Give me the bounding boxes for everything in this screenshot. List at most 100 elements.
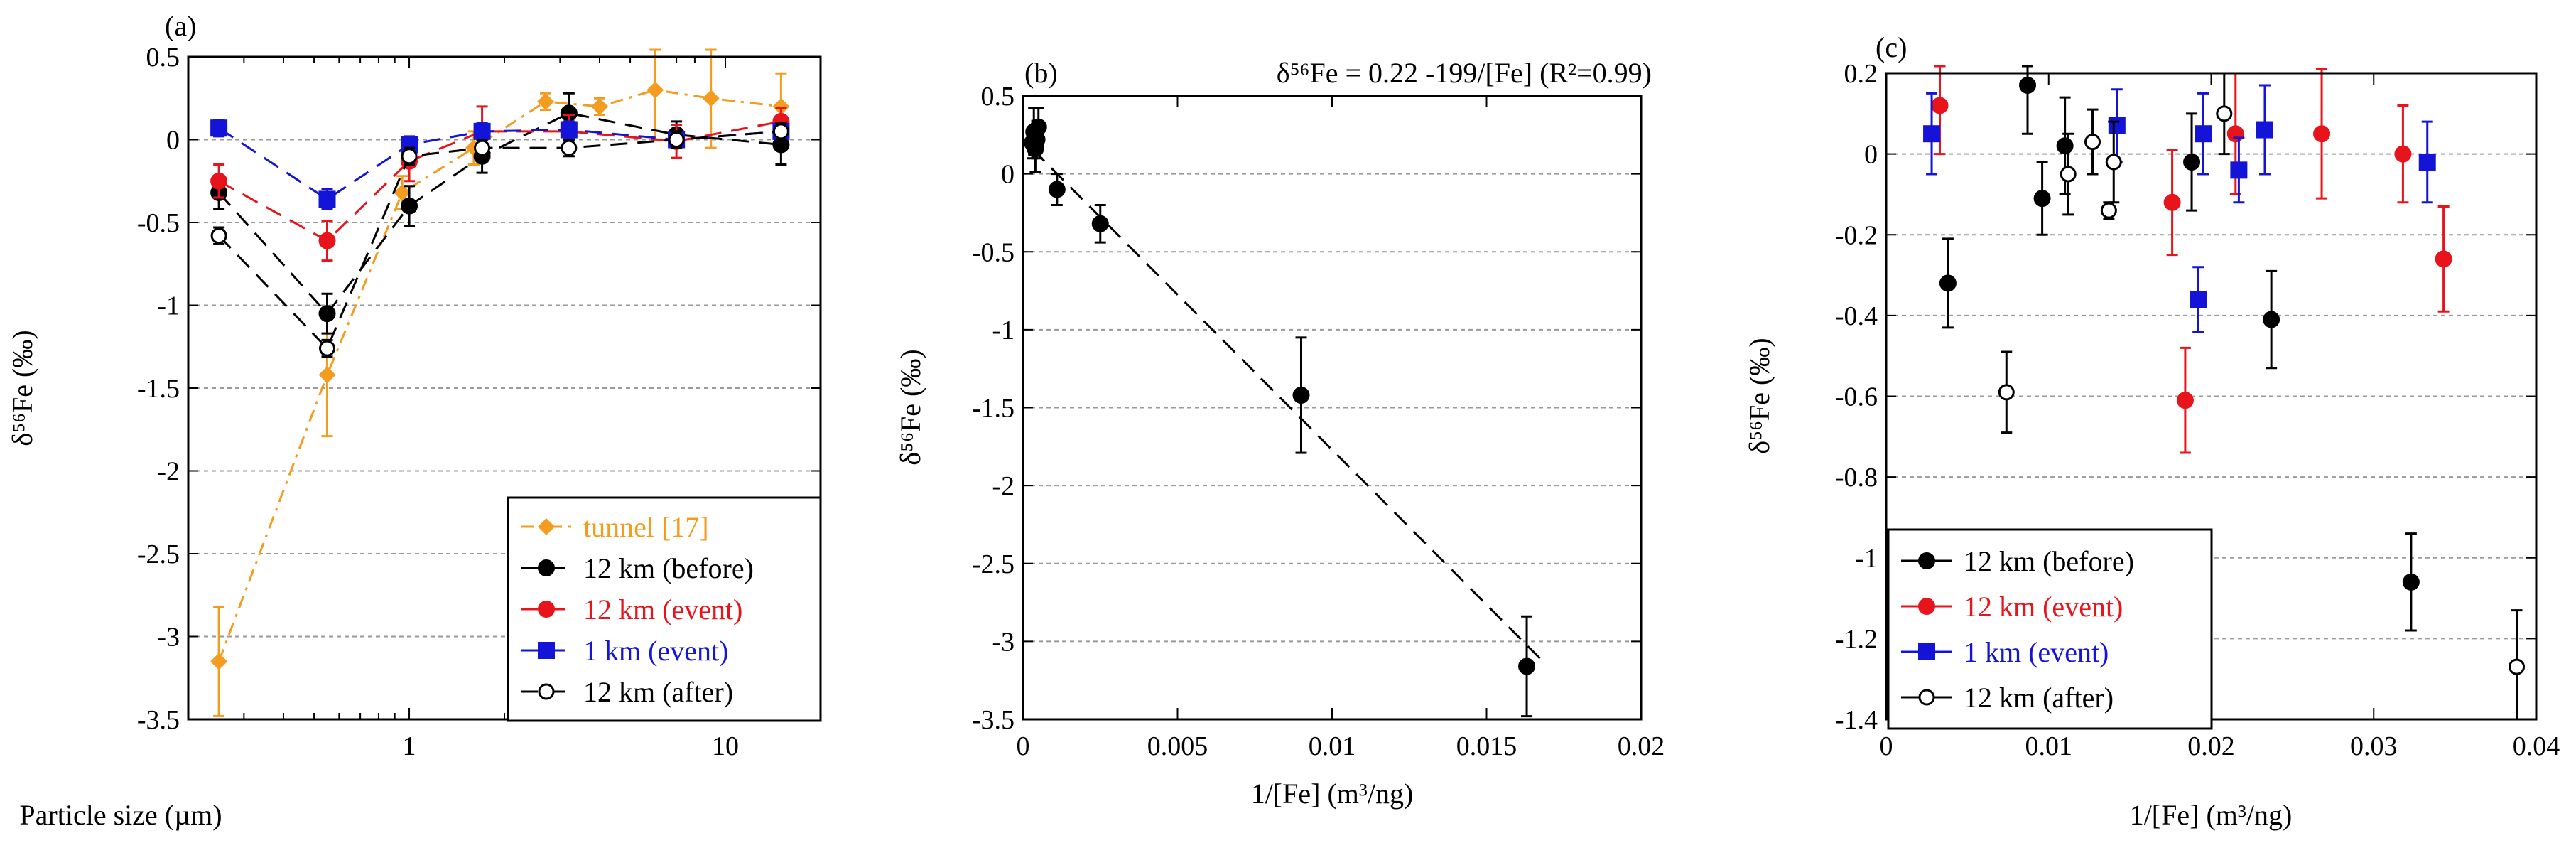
data-point <box>668 131 685 148</box>
legend-entry: 1 km (event) <box>1964 636 2109 668</box>
y-tick-label: -1 <box>157 291 180 321</box>
x-tick-label: 10 <box>712 731 739 761</box>
data-point <box>210 653 228 670</box>
data-point <box>2263 311 2280 328</box>
data-point <box>2108 117 2126 134</box>
legend-marker <box>538 559 555 576</box>
data-point <box>1292 386 1310 404</box>
y-tick-label: -1 <box>992 316 1014 345</box>
y-tick-label: -1.4 <box>1835 705 1878 735</box>
y-axis-label: δ⁵⁶Fe (‰) <box>6 330 38 446</box>
legend-marker <box>538 683 555 700</box>
y-tick-label: 0 <box>166 126 180 156</box>
panel-label: (b) <box>1024 57 1058 89</box>
data-point <box>2435 250 2452 268</box>
data-point <box>1048 181 1066 198</box>
data-point <box>2216 105 2233 122</box>
legend-marker <box>1918 598 1935 615</box>
series-12-km-after- <box>210 122 789 358</box>
data-point <box>1931 97 1949 114</box>
data-point <box>318 232 336 249</box>
legend: tunnel [17] 12 km (before) 12 km (event) 1 … <box>507 496 822 722</box>
data-point <box>590 97 608 115</box>
y-tick-label: -3 <box>992 627 1014 657</box>
data-point <box>1091 215 1109 232</box>
data-point <box>318 366 336 384</box>
data-point <box>2509 658 2526 675</box>
data-point <box>2163 193 2181 211</box>
plot-frame <box>187 55 822 721</box>
series-12-km-after- <box>1998 72 2526 721</box>
data-point <box>474 139 491 156</box>
data-point <box>318 305 336 323</box>
y-tick-label: -0.6 <box>1835 382 1878 412</box>
data-point <box>401 197 418 215</box>
panel-label: (a) <box>165 10 196 42</box>
series-12-km-event- <box>1931 65 2452 454</box>
data-point <box>2256 121 2273 139</box>
series-data <box>1024 107 1536 718</box>
data-point <box>646 81 664 99</box>
legend-entry: 12 km (after) <box>1964 682 2114 714</box>
y-tick-label: -0.2 <box>1835 220 1878 250</box>
y-tick-label: -3 <box>157 623 180 653</box>
data-point <box>210 119 228 137</box>
y-tick-label: -2 <box>157 457 180 487</box>
x-tick-label: 0 <box>1880 731 1893 761</box>
x-tick-label: 0.015 <box>1456 731 1517 761</box>
legend-marker <box>1918 643 1935 660</box>
x-tick-label: 0.01 <box>2025 731 2073 761</box>
y-tick-label: -1.2 <box>1835 624 1878 654</box>
x-tick-label: 0.02 <box>1618 731 1665 761</box>
y-tick-label: -0.4 <box>1835 301 1878 331</box>
x-tick-label: 0.04 <box>2513 731 2560 761</box>
y-tick-label: -2.5 <box>137 539 180 569</box>
x-tick-label: 0.02 <box>2187 731 2235 761</box>
y-axis-label: δ⁵⁶Fe (‰) <box>1743 338 1775 453</box>
panel-label: (c) <box>1876 31 1907 63</box>
data-point <box>2033 190 2051 208</box>
data-point <box>1939 274 1957 292</box>
data-point <box>1029 118 1047 136</box>
legend-marker <box>538 518 555 535</box>
y-tick-label: -3.5 <box>137 705 180 735</box>
data-point <box>2056 137 2074 155</box>
series-12-km-event- <box>210 105 790 262</box>
data-point <box>210 227 227 245</box>
data-point <box>2105 154 2122 171</box>
x-axis-label: Particle size (µm) <box>19 799 222 831</box>
y-tick-label: -2 <box>992 471 1014 501</box>
data-point <box>2195 125 2212 143</box>
legend-marker <box>1918 552 1935 569</box>
data-point <box>2226 125 2244 143</box>
data-point <box>2183 153 2201 171</box>
legend-entry: 12 km (before) <box>1964 545 2134 577</box>
data-point <box>702 90 720 107</box>
data-point <box>772 123 789 140</box>
y-axis-label: δ⁵⁶Fe (‰) <box>894 349 926 465</box>
data-point <box>1923 125 1941 143</box>
data-point <box>536 92 554 110</box>
data-point <box>2418 153 2436 171</box>
y-tick-label: 0.5 <box>146 43 180 73</box>
legend-entry: tunnel [17] <box>583 511 709 543</box>
x-tick-label: 0.03 <box>2350 731 2398 761</box>
plot-frame <box>1022 95 1643 721</box>
data-point <box>318 190 336 208</box>
legend-marker <box>538 601 555 618</box>
legend-entry: 1 km (event) <box>583 635 728 667</box>
x-tick-label: 0.005 <box>1147 731 1208 761</box>
data-point <box>2176 392 2194 409</box>
legend-marker <box>538 642 555 659</box>
data-point <box>210 172 228 190</box>
data-point <box>2230 161 2248 179</box>
data-point <box>401 148 418 165</box>
legend-entry: 12 km (before) <box>583 552 754 584</box>
series-1-km-event- <box>1923 84 2436 333</box>
series-line <box>218 130 781 350</box>
legend-marker <box>1918 689 1935 706</box>
data-point <box>772 97 790 115</box>
y-tick-label: -0.5 <box>972 237 1014 267</box>
y-tick-label: 0 <box>1001 160 1014 190</box>
